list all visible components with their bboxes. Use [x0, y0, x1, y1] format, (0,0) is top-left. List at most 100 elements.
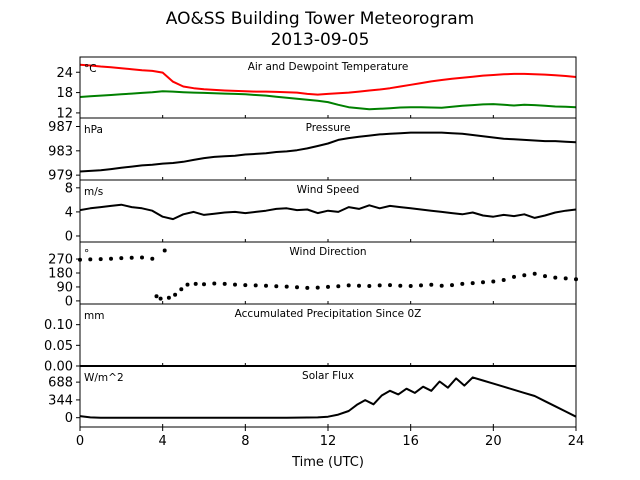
pressure-series-line-0 [79, 131, 577, 173]
wind-direction-point-3 [109, 256, 113, 261]
wind-direction-point-34 [388, 283, 392, 288]
temperature-ytick-label-1: 18 [56, 86, 73, 101]
temperature-ytick-label-0: 12 [56, 106, 73, 121]
wind-speed-series-line-0 [79, 203, 577, 221]
precipitation-unit-label: mm [84, 310, 104, 322]
x-axis-tick-label-2: 8 [241, 434, 249, 449]
wind-direction-ytick-label-1: 90 [56, 280, 73, 295]
pressure-panel-title: Pressure [306, 122, 351, 134]
wind-direction-point-50 [553, 275, 558, 280]
wind-direction-point-23 [274, 284, 279, 289]
x-axis-tick-label-0: 0 [76, 434, 84, 449]
wind-speed-ytick-label-2: 8 [65, 181, 73, 196]
wind-direction-panel-title: Wind Direction [289, 246, 366, 258]
wind-direction-point-51 [563, 276, 568, 281]
wind-direction-point-1 [88, 257, 93, 262]
x-axis-tick-label-3: 12 [320, 434, 337, 449]
solar-flux-ytick-label-2: 688 [48, 376, 73, 391]
wind-direction-point-49 [543, 274, 547, 279]
temperature-unit-label: °C [84, 63, 97, 75]
wind-direction-point-43 [481, 280, 485, 285]
wind-direction-point-13 [179, 287, 184, 292]
wind-direction-point-20 [243, 283, 248, 288]
x-axis-label: Time (UTC) [291, 455, 364, 470]
wind-speed-ytick-label-0: 0 [65, 229, 73, 244]
figure-title: AO&SS Building Tower Meteorogram [166, 9, 474, 29]
precipitation-ytick-label-1: 0.05 [44, 339, 73, 354]
wind-direction-point-24 [284, 284, 289, 289]
wind-direction-point-22 [264, 283, 268, 288]
wind-direction-point-18 [222, 281, 227, 286]
wind-direction-point-21 [253, 283, 258, 288]
panel-pressure: 979 983 987 Pressure hPa [48, 117, 577, 184]
pressure-ytick-label-1: 983 [48, 144, 73, 159]
figure-subtitle: 2013-09-05 [271, 30, 370, 50]
temperature-series-line-0 [79, 63, 577, 96]
wind-direction-point-12 [173, 292, 178, 297]
wind-direction-point-48 [532, 271, 537, 276]
x-axis-tick-label-1: 4 [159, 434, 167, 449]
wind-direction-point-14 [185, 282, 190, 287]
wind-direction-point-9 [158, 296, 163, 301]
panel-temperature: 12 18 24 Air and Dewpoint Temperature °C [56, 56, 577, 121]
temperature-ytick-label-2: 24 [56, 66, 73, 81]
wind-direction-point-28 [326, 284, 330, 289]
wind-direction-point-8 [154, 294, 159, 299]
pressure-unit-label: hPa [84, 124, 103, 136]
solar-flux-unit-label: W/m^2 [84, 372, 124, 384]
wind-direction-unit-label: ° [84, 248, 89, 260]
wind-direction-point-42 [470, 281, 475, 286]
wind-direction-point-29 [336, 284, 341, 289]
wind-direction-point-25 [295, 285, 299, 290]
wind-direction-point-17 [212, 281, 217, 286]
wind-direction-point-10 [162, 248, 167, 253]
wind-direction-point-7 [150, 256, 155, 261]
wind-direction-point-30 [346, 283, 351, 288]
pressure-ytick-label-2: 987 [48, 120, 73, 135]
wind-speed-ytick-label-1: 4 [65, 205, 73, 220]
wind-direction-point-47 [522, 273, 527, 278]
wind-speed-unit-label: m/s [84, 186, 103, 198]
wind-direction-point-31 [357, 283, 361, 288]
wind-direction-point-38 [429, 282, 434, 287]
pressure-ytick-label-0: 979 [48, 169, 73, 184]
wind-direction-point-19 [233, 282, 237, 287]
wind-direction-point-32 [367, 284, 372, 288]
solar-flux-panel-title: Solar Flux [302, 370, 354, 382]
wind-direction-point-11 [166, 295, 171, 300]
solar-flux-ytick-label-1: 344 [48, 393, 73, 408]
wind-direction-point-36 [408, 284, 413, 288]
solar-flux-ytick-label-0: 0 [65, 411, 73, 426]
precipitation-ytick-label-2: 0.10 [44, 318, 73, 333]
wind-direction-point-37 [419, 283, 423, 288]
wind-direction-point-35 [398, 283, 403, 288]
panel-solar-flux: 0 344 688 Solar Flux W/m^2 [48, 365, 577, 428]
temperature-series-line-1 [79, 90, 577, 111]
wind-direction-point-40 [450, 283, 454, 288]
wind-direction-point-44 [491, 279, 496, 284]
panel-precipitation: 0.00 0.05 0.10 Accumulated Precipitation Si… [44, 303, 577, 375]
wind-direction-ytick-label-0: 0 [65, 294, 73, 309]
x-axis-tick-label-4: 16 [402, 434, 419, 449]
wind-direction-point-33 [377, 283, 382, 288]
precipitation-panel-title: Accumulated Precipitation Since 0Z [235, 308, 422, 320]
wind-direction-point-45 [501, 278, 506, 282]
wind-direction-point-39 [439, 283, 444, 288]
panel-wind-speed: 0 4 8 Wind Speed m/s [65, 179, 577, 244]
x-axis-tick-label-6: 24 [568, 434, 585, 449]
x-axis-tick-label-5: 20 [485, 434, 502, 449]
wind-direction-point-5 [129, 255, 134, 260]
wind-direction-point-6 [140, 255, 144, 260]
wind-direction-ytick-label-3: 270 [48, 253, 73, 268]
wind-direction-ytick-label-2: 180 [48, 267, 73, 282]
x-axis: 0 4 8 12 16 20 24 [76, 427, 584, 449]
wind-direction-point-27 [315, 285, 320, 290]
solar-flux-series-line-0 [79, 376, 577, 419]
wind-direction-point-46 [512, 274, 516, 279]
wind-direction-point-2 [98, 257, 103, 262]
wind-direction-point-16 [202, 282, 206, 287]
wind-speed-panel-title: Wind Speed [297, 184, 360, 196]
